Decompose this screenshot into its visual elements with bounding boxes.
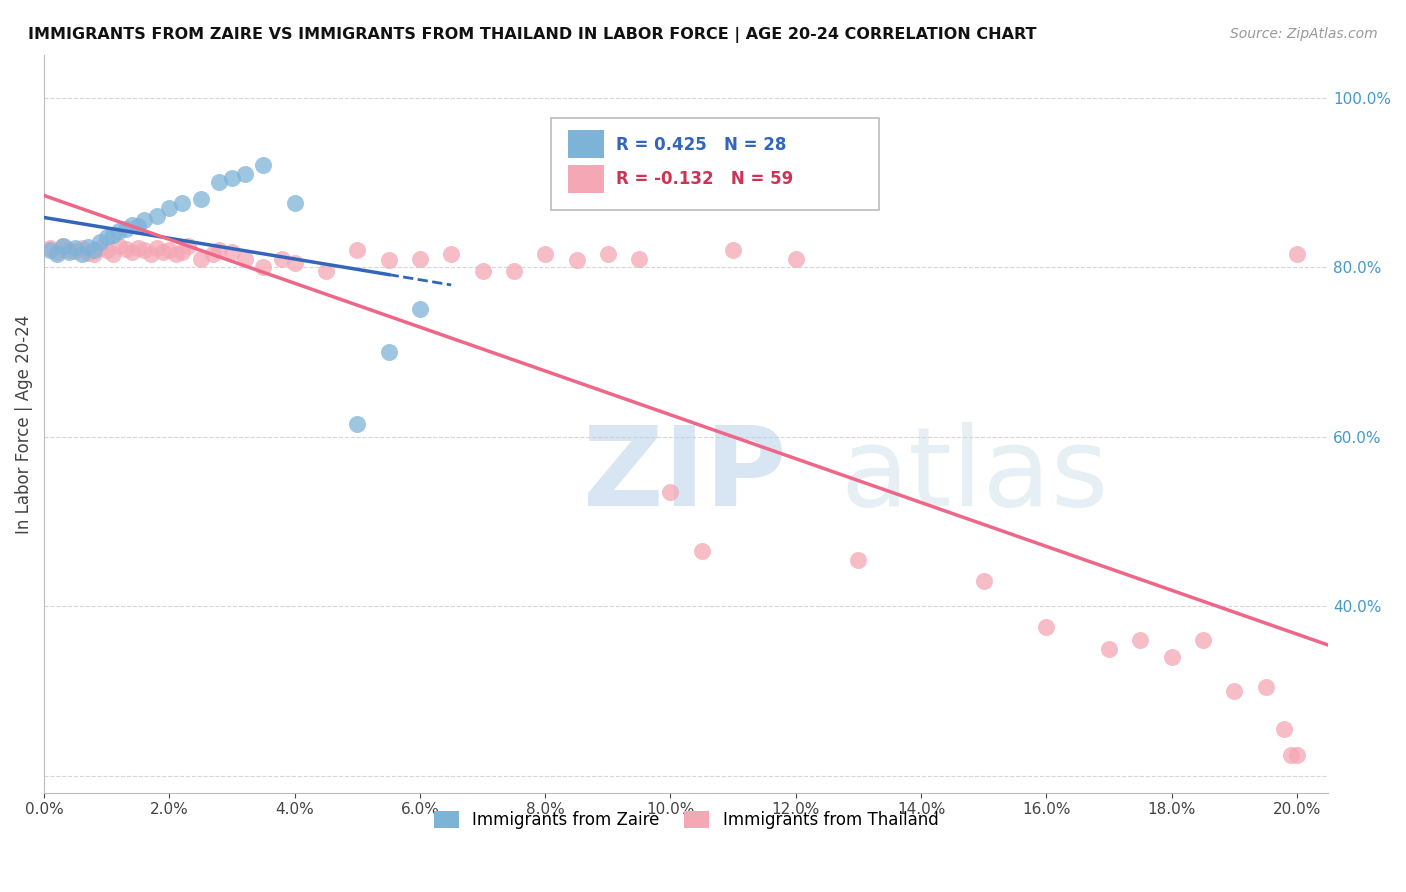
Point xyxy=(1192,633,1215,648)
Point xyxy=(108,239,131,253)
Point xyxy=(221,244,243,259)
Point xyxy=(134,213,156,227)
Text: R = 0.425   N = 28: R = 0.425 N = 28 xyxy=(616,136,786,154)
Point xyxy=(170,244,193,259)
Point xyxy=(1272,722,1295,736)
Point xyxy=(157,201,180,215)
Point xyxy=(502,264,524,278)
Point xyxy=(1285,247,1308,261)
Text: R = -0.132   N = 59: R = -0.132 N = 59 xyxy=(616,170,793,188)
Point xyxy=(1129,633,1152,648)
Point xyxy=(157,243,180,257)
Text: IMMIGRANTS FROM ZAIRE VS IMMIGRANTS FROM THAILAND IN LABOR FORCE | AGE 20-24 COR: IMMIGRANTS FROM ZAIRE VS IMMIGRANTS FROM… xyxy=(28,27,1036,43)
Point xyxy=(1160,650,1182,665)
Point xyxy=(58,243,80,257)
FancyBboxPatch shape xyxy=(551,118,879,210)
Point xyxy=(202,247,225,261)
Point xyxy=(377,253,399,268)
Point xyxy=(190,252,212,266)
Point xyxy=(785,252,807,266)
Point xyxy=(177,239,200,253)
Point xyxy=(315,264,337,278)
Point xyxy=(45,247,67,261)
Point xyxy=(346,243,368,257)
Point xyxy=(39,241,62,255)
Point xyxy=(121,244,143,259)
Point xyxy=(114,242,136,256)
Point xyxy=(271,252,294,266)
Point xyxy=(101,227,124,242)
Point xyxy=(1098,641,1121,656)
Point xyxy=(146,209,169,223)
Point xyxy=(139,247,162,261)
Point xyxy=(1285,747,1308,762)
Point xyxy=(165,247,187,261)
Point xyxy=(284,256,307,270)
Point xyxy=(127,219,149,234)
Point xyxy=(96,243,118,257)
Point xyxy=(233,252,256,266)
Point xyxy=(190,192,212,206)
Point xyxy=(208,175,231,189)
Point xyxy=(45,244,67,259)
FancyBboxPatch shape xyxy=(568,130,605,159)
Point xyxy=(409,302,432,317)
Point xyxy=(440,247,463,261)
Point xyxy=(83,247,105,261)
Point xyxy=(52,239,75,253)
Point xyxy=(377,344,399,359)
Point xyxy=(1279,747,1302,762)
Point xyxy=(52,239,75,253)
Point xyxy=(65,241,87,255)
Point xyxy=(659,484,682,499)
Point xyxy=(973,574,995,588)
Point xyxy=(58,244,80,259)
Point xyxy=(77,245,100,260)
Point xyxy=(284,196,307,211)
Point xyxy=(1254,680,1277,694)
Point xyxy=(89,241,111,255)
Point xyxy=(208,243,231,257)
Point xyxy=(70,246,93,260)
Point xyxy=(233,167,256,181)
Point xyxy=(1223,684,1246,698)
Point xyxy=(121,218,143,232)
Point xyxy=(721,243,744,257)
Point xyxy=(170,196,193,211)
Point xyxy=(146,241,169,255)
Point xyxy=(252,158,274,172)
Point xyxy=(134,243,156,257)
Point xyxy=(221,171,243,186)
Point xyxy=(848,552,870,566)
Point xyxy=(565,253,588,268)
FancyBboxPatch shape xyxy=(568,165,605,193)
Point xyxy=(114,222,136,236)
Text: Source: ZipAtlas.com: Source: ZipAtlas.com xyxy=(1230,27,1378,41)
Point xyxy=(690,544,713,558)
Point xyxy=(1035,620,1057,634)
Point xyxy=(65,244,87,258)
Text: atlas: atlas xyxy=(841,422,1109,529)
Point xyxy=(152,244,174,259)
Point xyxy=(83,243,105,257)
Point xyxy=(89,235,111,249)
Text: ZIP: ZIP xyxy=(583,422,787,529)
Point xyxy=(101,246,124,260)
Point xyxy=(471,264,494,278)
Point xyxy=(108,224,131,238)
Point xyxy=(534,247,557,261)
Point xyxy=(346,417,368,431)
Point xyxy=(77,240,100,254)
Point xyxy=(596,247,619,261)
Point xyxy=(409,252,432,266)
Point xyxy=(70,241,93,255)
Y-axis label: In Labor Force | Age 20-24: In Labor Force | Age 20-24 xyxy=(15,314,32,533)
Point xyxy=(39,243,62,257)
Point xyxy=(252,260,274,274)
Point xyxy=(628,252,651,266)
Point xyxy=(96,230,118,244)
Point xyxy=(127,241,149,255)
Legend: Immigrants from Zaire, Immigrants from Thailand: Immigrants from Zaire, Immigrants from T… xyxy=(427,805,945,836)
